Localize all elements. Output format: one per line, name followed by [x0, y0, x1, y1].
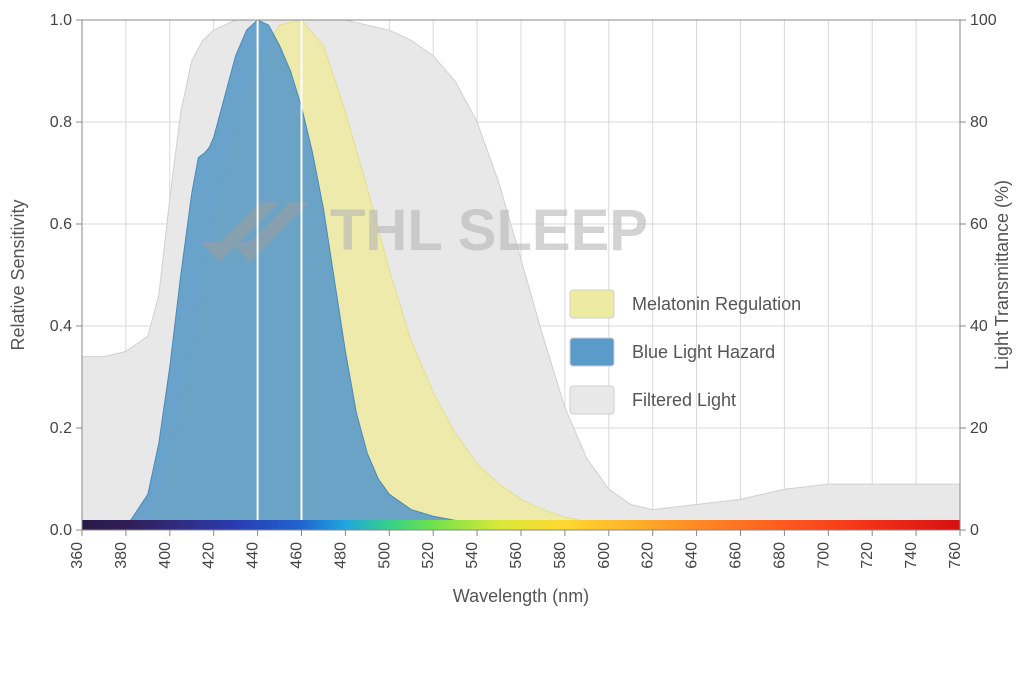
legend-label: Melatonin Regulation — [632, 294, 801, 314]
x-tick-label: 620 — [640, 542, 657, 569]
y-left-tick-label: 0.0 — [50, 522, 72, 539]
x-tick-label: 720 — [859, 542, 876, 569]
legend-swatch — [570, 290, 614, 318]
spectrum-bar — [82, 520, 960, 530]
x-tick-label: 560 — [508, 542, 525, 569]
chart-container: THL SLEEP3603804004204404604805005205405… — [0, 0, 1024, 682]
y-left-tick-label: 0.8 — [50, 114, 72, 131]
watermark-text: THL SLEEP — [330, 198, 648, 263]
x-tick-label: 520 — [420, 542, 437, 569]
y-left-tick-label: 0.4 — [50, 318, 72, 335]
x-tick-label: 700 — [815, 542, 832, 569]
x-tick-label: 380 — [113, 542, 130, 569]
x-tick-label: 500 — [376, 542, 393, 569]
y-right-tick-label: 20 — [970, 420, 988, 437]
x-tick-label: 400 — [157, 542, 174, 569]
x-tick-label: 480 — [332, 542, 349, 569]
y-right-tick-label: 100 — [970, 12, 997, 29]
x-tick-label: 440 — [245, 542, 262, 569]
chart-svg: THL SLEEP3603804004204404604805005205405… — [0, 0, 1024, 682]
x-axis-label: Wavelength (nm) — [453, 586, 589, 606]
x-tick-label: 580 — [552, 542, 569, 569]
x-tick-label: 680 — [771, 542, 788, 569]
y-right-tick-label: 0 — [970, 522, 979, 539]
x-tick-label: 540 — [464, 542, 481, 569]
legend-swatch — [570, 338, 614, 366]
y-right-tick-label: 60 — [970, 216, 988, 233]
y-right-tick-label: 80 — [970, 114, 988, 131]
x-tick-label: 600 — [596, 542, 613, 569]
y-left-tick-label: 0.2 — [50, 420, 72, 437]
y-right-axis-label: Light Transmittance (%) — [992, 180, 1012, 370]
x-tick-label: 460 — [289, 542, 306, 569]
x-tick-label: 740 — [903, 542, 920, 569]
legend-label: Filtered Light — [632, 390, 736, 410]
y-left-axis-label: Relative Sensitivity — [8, 199, 28, 350]
x-tick-label: 360 — [69, 542, 86, 569]
x-tick-label: 640 — [684, 542, 701, 569]
y-left-tick-label: 1.0 — [50, 12, 72, 29]
y-right-tick-label: 40 — [970, 318, 988, 335]
legend-swatch — [570, 386, 614, 414]
legend-label: Blue Light Hazard — [632, 342, 775, 362]
x-tick-label: 660 — [728, 542, 745, 569]
x-tick-label: 760 — [947, 542, 964, 569]
x-tick-label: 420 — [201, 542, 218, 569]
y-left-tick-label: 0.6 — [50, 216, 72, 233]
